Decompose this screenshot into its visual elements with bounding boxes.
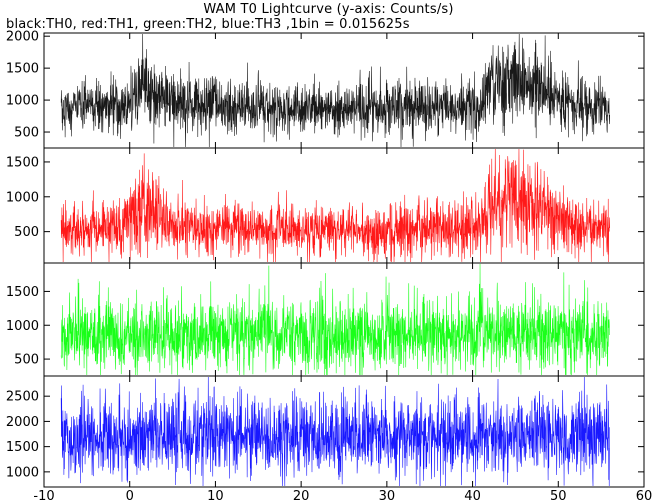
- y-tick-label: 2000: [6, 415, 39, 430]
- x-tick-label: 60: [636, 489, 653, 504]
- x-tick-label: 40: [464, 489, 481, 504]
- y-tick-label: 1000: [6, 465, 39, 480]
- y-tick-label: 1500: [6, 155, 39, 170]
- y-tick-label: 1500: [6, 440, 39, 455]
- panel-th0: 500 1000 1500 2000: [6, 30, 645, 149]
- x-tick-label: 30: [379, 489, 396, 504]
- panel-th2: 500 1000 1500: [6, 262, 645, 377]
- series-th1: [60, 148, 611, 263]
- y-tick-label: 2000: [6, 30, 39, 45]
- series-th2: [60, 263, 611, 376]
- y-tick-label: 500: [14, 126, 39, 141]
- series-th3: [60, 376, 611, 487]
- x-tick-label: 10: [207, 489, 224, 504]
- x-tick-label: 20: [293, 489, 310, 504]
- y-tick-label: 1000: [6, 94, 39, 109]
- x-tick-label: 0: [126, 489, 134, 504]
- y-tick-label: 1000: [6, 319, 39, 334]
- y-tick-label: 500: [14, 353, 39, 368]
- series-th0: [60, 33, 611, 148]
- x-tick-label: 50: [550, 489, 567, 504]
- chart-title: WAM T0 Lightcurve (y-axis: Counts/s): [203, 2, 454, 17]
- y-tick-label: 2500: [6, 390, 39, 405]
- panel-frame: [43, 375, 645, 488]
- panel-th1: 500 1000 1500: [6, 147, 645, 264]
- y-tick-label: 500: [14, 225, 39, 240]
- y-tick-label: 1000: [6, 190, 39, 205]
- y-tick-label: 1500: [6, 285, 39, 300]
- panel-th3: 1000 1500 2000 2500: [6, 375, 645, 488]
- x-tick-label: -10: [33, 489, 54, 504]
- chart-subtitle: black:TH0, red:TH1, green:TH2, blue:TH3 …: [6, 17, 410, 32]
- y-tick-label: 1500: [6, 62, 39, 77]
